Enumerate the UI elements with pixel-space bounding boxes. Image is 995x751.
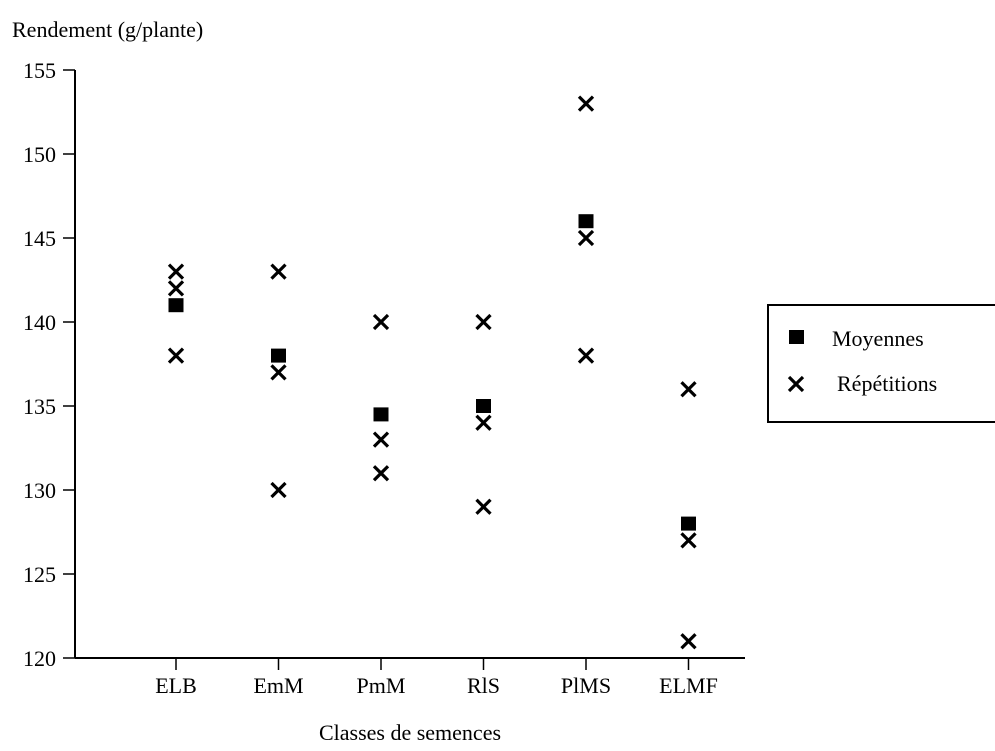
x-axis-ticks: ELB EmM PmM RlS PlMS ELMF bbox=[155, 658, 718, 698]
x-tick-label: EmM bbox=[253, 673, 303, 698]
mean-point bbox=[681, 516, 696, 531]
mean-point bbox=[271, 348, 286, 363]
x-tick-label: PmM bbox=[357, 673, 406, 698]
x-tick-label: ELMF bbox=[659, 673, 718, 698]
repetition-point bbox=[475, 498, 492, 515]
repetition-point bbox=[577, 95, 595, 112]
repetition-point bbox=[577, 347, 595, 364]
x-tick-label: RlS bbox=[467, 673, 500, 698]
repetition-point bbox=[475, 313, 492, 331]
y-axis-ticks: 120 125 130 135 140 145 150 155 bbox=[23, 58, 75, 671]
x-tick-label: ELB bbox=[155, 673, 197, 698]
legend: Moyennes Répétitions bbox=[767, 304, 995, 423]
y-axis-label: Rendement (g/plante) bbox=[12, 17, 203, 42]
y-tick-label: 145 bbox=[23, 226, 56, 251]
legend-square-marker bbox=[789, 330, 804, 344]
repetition-point bbox=[475, 414, 492, 431]
x-axis-label: Classes de semences bbox=[319, 720, 501, 745]
repetition-point bbox=[372, 431, 390, 448]
legend-box bbox=[767, 304, 995, 423]
repetition-point bbox=[680, 633, 697, 650]
repetition-point bbox=[372, 465, 390, 482]
y-tick-label: 130 bbox=[23, 478, 56, 503]
y-tick-label: 125 bbox=[23, 562, 56, 587]
repetition-point bbox=[167, 280, 185, 297]
y-tick-label: 135 bbox=[23, 394, 56, 419]
y-tick-label: 150 bbox=[23, 142, 56, 167]
data-marks bbox=[167, 95, 697, 650]
y-tick-label: 155 bbox=[23, 58, 56, 83]
repetition-point bbox=[680, 532, 697, 549]
mean-point bbox=[578, 214, 594, 229]
repetition-point bbox=[167, 347, 185, 364]
legend-label-repetitions: Répétitions bbox=[837, 371, 937, 396]
repetition-point bbox=[270, 263, 287, 280]
legend-cross-marker bbox=[787, 375, 805, 393]
x-tick-label: PlMS bbox=[561, 673, 611, 698]
repetition-point bbox=[372, 313, 390, 331]
mean-point bbox=[168, 298, 184, 313]
mean-point bbox=[476, 399, 491, 413]
repetition-point bbox=[270, 481, 287, 499]
legend-label-moyennes: Moyennes bbox=[832, 326, 924, 351]
repetition-point bbox=[167, 263, 185, 280]
repetition-point bbox=[577, 229, 595, 247]
repetition-point bbox=[270, 364, 287, 381]
mean-point bbox=[373, 407, 389, 422]
y-tick-label: 120 bbox=[23, 646, 56, 671]
repetition-point bbox=[680, 381, 697, 398]
y-tick-label: 140 bbox=[23, 310, 56, 335]
